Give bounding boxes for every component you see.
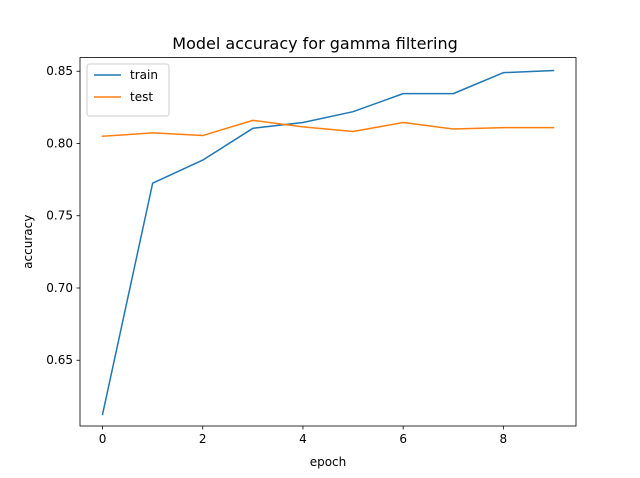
chart-title: Model accuracy for gamma filtering [172,34,457,53]
y-axis-label: accuracy [21,215,35,269]
x-tick-label: 2 [199,432,207,446]
x-axis-label: epoch [310,455,347,469]
series-line-train [101,69,555,416]
legend-label-test: test [130,90,153,104]
x-tick-label: 0 [99,432,107,446]
y-tick-label: 0.85 [46,64,73,78]
x-tick-label: 4 [299,432,307,446]
x-tick-label: 6 [399,432,407,446]
plot-frame [79,57,577,427]
legend-label-train: train [130,68,158,82]
y-tick-label: 0.65 [46,353,73,367]
y-tick-label: 0.70 [46,281,73,295]
y-tick-label: 0.80 [46,136,73,150]
legend-box [86,63,170,117]
legend: train test [86,63,170,117]
series-line-test [101,119,555,138]
y-tick-label: 0.75 [46,209,73,223]
x-tick-label: 8 [500,432,508,446]
